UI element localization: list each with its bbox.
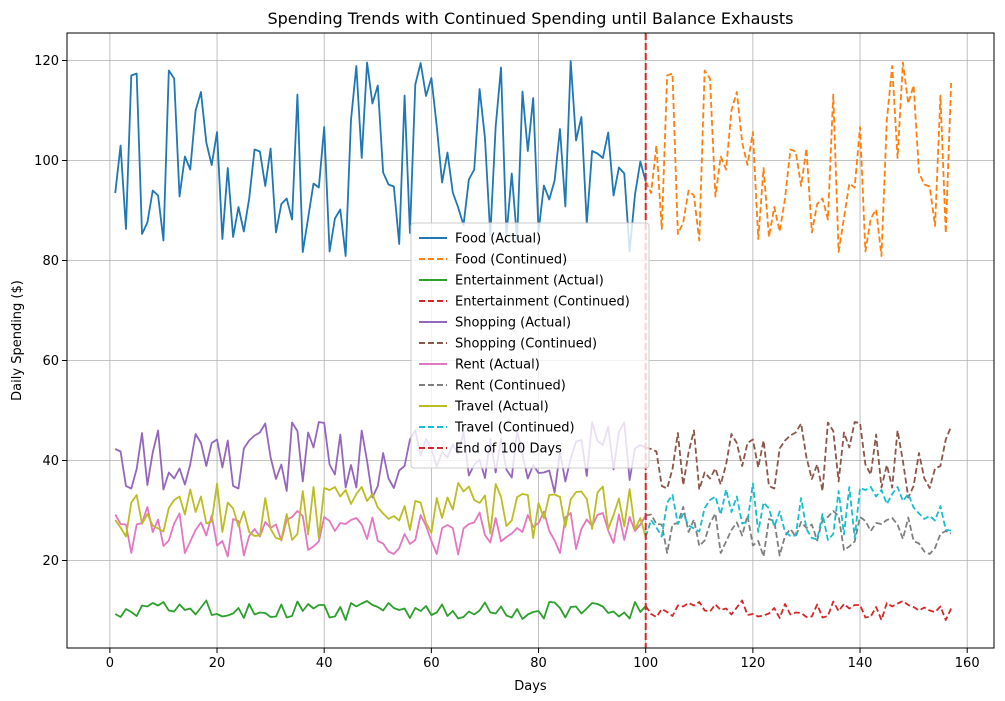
x-tick-label: 100 [633, 656, 658, 671]
series-line-3 [644, 599, 952, 621]
y-tick-label: 120 [34, 54, 59, 69]
series-line-9 [644, 482, 952, 541]
series-line-4 [114, 421, 647, 499]
legend-label: Food (Continued) [455, 253, 567, 268]
series-line-2 [114, 599, 647, 621]
legend-box [410, 222, 650, 469]
y-tick-label: 100 [34, 154, 59, 169]
series-line-7 [645, 506, 952, 558]
y-tick-label: 20 [42, 554, 59, 569]
series-line-1 [644, 61, 953, 257]
y-axis-ticks: 20 40 60 80 100 120 [34, 54, 67, 569]
legend: Food (Actual) Food (Continued) Entertainme… [410, 222, 650, 469]
series-line-0 [114, 60, 647, 257]
legend-label: Shopping (Actual) [455, 316, 571, 331]
x-axis-title: Days [514, 679, 547, 694]
legend-label: Travel (Actual) [454, 400, 549, 415]
series-line-6 [114, 506, 647, 558]
x-tick-label: 20 [209, 656, 226, 671]
x-tick-label: 0 [106, 656, 114, 671]
x-tick-label: 60 [423, 656, 440, 671]
legend-label: Entertainment (Actual) [455, 274, 604, 289]
chart-title: Spending Trends with Continued Spending … [267, 9, 793, 28]
legend-label: Travel (Continued) [454, 421, 575, 436]
legend-label: End of 100 Days [455, 442, 562, 457]
x-tick-label: 160 [955, 656, 980, 671]
y-tick-label: 40 [42, 454, 59, 469]
series-line-5 [645, 421, 952, 499]
legend-label: Rent (Continued) [455, 379, 566, 394]
x-tick-label: 120 [740, 656, 765, 671]
x-tick-label: 80 [530, 656, 547, 671]
series-line-8 [114, 482, 647, 541]
y-tick-label: 60 [42, 354, 59, 369]
legend-label: Entertainment (Continued) [455, 295, 630, 310]
y-axis-title: Daily Spending ($) [10, 280, 25, 401]
x-tick-label: 140 [848, 656, 873, 671]
legend-label: Food (Actual) [455, 232, 541, 247]
x-axis-ticks: 0 20 40 60 80 100 120 140 160 [106, 648, 980, 671]
series-lines [114, 60, 953, 621]
x-tick-label: 40 [316, 656, 333, 671]
legend-label: Shopping (Continued) [455, 337, 597, 352]
legend-label: Rent (Actual) [455, 358, 540, 373]
plot-frame [66, 32, 995, 649]
y-tick-label: 80 [42, 254, 59, 269]
